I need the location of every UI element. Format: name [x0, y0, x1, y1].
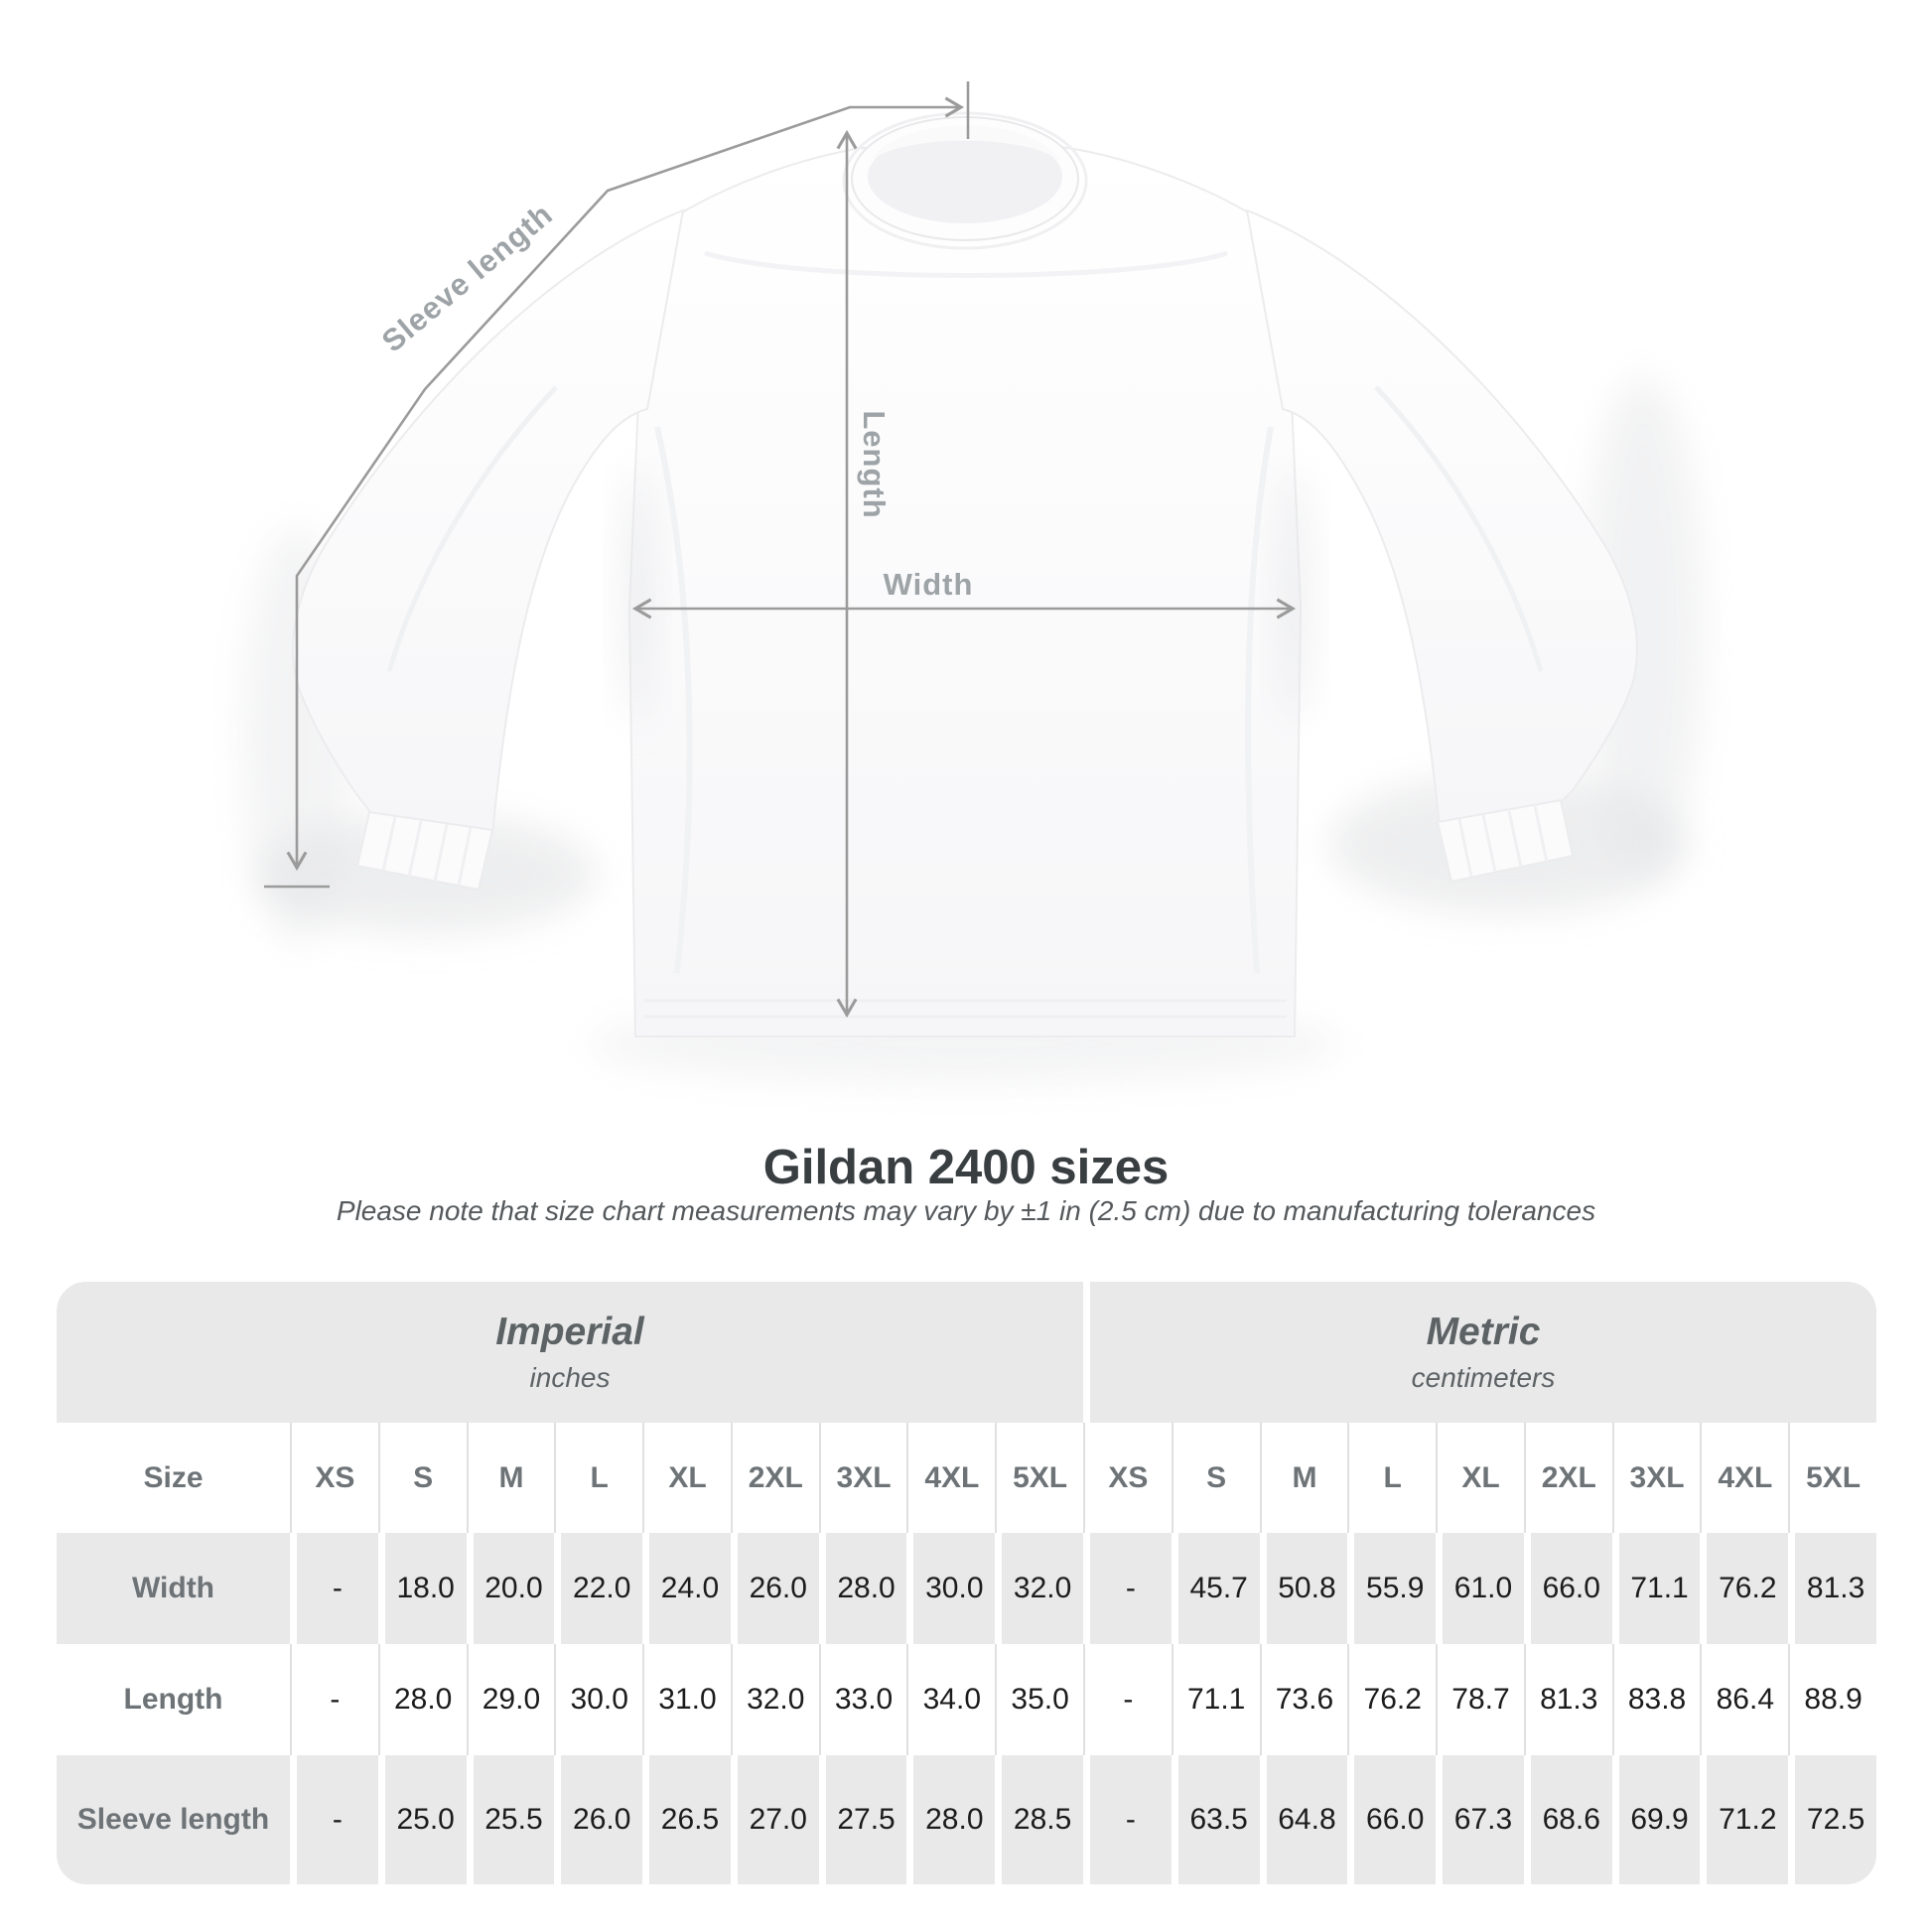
length-label: Length [857, 410, 892, 519]
size-column-header: 5XL [1788, 1423, 1876, 1533]
size-column-header: XS [1083, 1423, 1172, 1533]
measurement-value-cell: 33.0 [818, 1644, 907, 1755]
measurement-value-cell: 27.5 [818, 1755, 907, 1884]
measurement-value-cell: 68.6 [1523, 1755, 1612, 1884]
measurement-value-cell: 78.7 [1436, 1644, 1524, 1755]
measurement-value-cell: 71.1 [1611, 1533, 1701, 1644]
measurement-value-cell: 30.0 [906, 1533, 996, 1644]
measurement-value-cell: 20.0 [466, 1533, 555, 1644]
measurement-value-cell: 32.0 [995, 1533, 1083, 1644]
measurement-value-cell: - [290, 1755, 378, 1884]
measurement-value-cell: 28.5 [995, 1755, 1083, 1884]
size-table: Imperial inches Metric centimeters Size … [57, 1282, 1876, 1884]
measurement-value-cell: 30.0 [554, 1644, 642, 1755]
imperial-subtitle: inches [529, 1362, 611, 1393]
measurement-value-cell: 31.0 [642, 1644, 731, 1755]
measurement-value-cell: 76.2 [1347, 1644, 1436, 1755]
sleeve-length-arrow [286, 96, 965, 872]
metric-unit-band: Metric centimeters [1083, 1282, 1876, 1423]
measurement-value-cell: 73.6 [1259, 1644, 1348, 1755]
measurement-row-label: Length [123, 1683, 223, 1716]
measurement-value-cell: 26.0 [730, 1533, 819, 1644]
size-column-header: 4XL [1700, 1423, 1788, 1533]
measurement-value-cell: 88.9 [1788, 1644, 1876, 1755]
measurement-value-cell: 86.4 [1700, 1644, 1788, 1755]
measurement-value-cell: - [290, 1644, 378, 1755]
measurement-value-cell: 25.5 [466, 1755, 555, 1884]
size-column-header: 3XL [818, 1423, 907, 1533]
measurement-value-cell: 67.3 [1436, 1755, 1524, 1884]
size-column-header: 2XL [730, 1423, 819, 1533]
size-corner-header: Size [143, 1460, 204, 1494]
measurement-value-cell: 34.0 [906, 1644, 995, 1755]
measurement-value-cell: 81.3 [1523, 1644, 1612, 1755]
measurement-value-cell: 76.2 [1700, 1533, 1789, 1644]
measurement-arrows [264, 81, 1297, 1019]
measurement-value-cell: 55.9 [1347, 1533, 1437, 1644]
size-column-header: 2XL [1523, 1423, 1612, 1533]
measurement-value-cell: 81.3 [1788, 1533, 1876, 1644]
measurement-value-cell: - [1083, 1533, 1172, 1644]
width-label: Width [883, 567, 974, 602]
measurement-value-cell: 45.7 [1171, 1533, 1260, 1644]
shirt-right-cuff [1436, 798, 1575, 884]
imperial-unit-band: Imperial inches [57, 1282, 1083, 1423]
measurement-value-cell: 50.8 [1259, 1533, 1348, 1644]
measurement-value-cell: 35.0 [995, 1644, 1083, 1755]
shirt-right-sleeve [1245, 208, 1638, 828]
measurement-value-cell: 28.0 [818, 1533, 907, 1644]
size-column-header: XS [290, 1423, 378, 1533]
measurement-value-cell: 32.0 [730, 1644, 819, 1755]
measurement-value-cell: 72.5 [1788, 1755, 1876, 1884]
measurement-value-cell: 26.5 [642, 1755, 731, 1884]
measurement-value-cell: 22.0 [554, 1533, 643, 1644]
measurement-value-cell: - [290, 1533, 378, 1644]
size-column-header: M [466, 1423, 555, 1533]
measurement-value-cell: 28.0 [377, 1644, 467, 1755]
measurement-value-cell: 71.2 [1700, 1755, 1789, 1884]
measurement-value-cell: 71.1 [1171, 1644, 1260, 1755]
measurement-value-cell: 83.8 [1611, 1644, 1701, 1755]
page-title: Gildan 2400 sizes [762, 1141, 1170, 1194]
measurement-value-cell: 66.0 [1347, 1755, 1437, 1884]
measurement-value-cell: 63.5 [1171, 1755, 1260, 1884]
measurement-value-cell: 26.0 [554, 1755, 643, 1884]
measurement-value-cell: 69.9 [1611, 1755, 1701, 1884]
measurement-row-label: Width [57, 1533, 290, 1644]
measurement-value-cell: 64.8 [1259, 1755, 1348, 1884]
measurement-value-cell: 28.0 [906, 1755, 996, 1884]
measurement-value-cell: 27.0 [730, 1755, 819, 1884]
long-sleeve-shirt-illustration [243, 81, 1703, 1082]
measurement-row-label: Sleeve length [57, 1755, 290, 1884]
measurement-value-cell: - [1083, 1644, 1172, 1755]
size-column-header: 5XL [995, 1423, 1083, 1533]
size-column-header: XL [1436, 1423, 1524, 1533]
measurement-value-cell: 29.0 [466, 1644, 555, 1755]
measurement-value-cell: 24.0 [642, 1533, 731, 1644]
shirt-collar [842, 111, 1088, 250]
size-column-header: S [377, 1423, 467, 1533]
metric-title: Metric [1426, 1311, 1541, 1353]
size-column-header: 3XL [1611, 1423, 1701, 1533]
shirt-size-diagram: Sleeve length Length Width [243, 81, 1703, 1082]
size-column-header: 4XL [906, 1423, 995, 1533]
size-column-header: XL [642, 1423, 731, 1533]
size-column-header: L [554, 1423, 642, 1533]
measurement-value-cell: 25.0 [377, 1755, 467, 1884]
size-column-header: L [1347, 1423, 1436, 1533]
measurement-value-cell: 61.0 [1436, 1533, 1524, 1644]
measurement-value-cell: - [1083, 1755, 1172, 1884]
metric-subtitle: centimeters [1411, 1362, 1556, 1393]
size-column-header: M [1259, 1423, 1348, 1533]
size-column-header: S [1171, 1423, 1260, 1533]
imperial-title: Imperial [495, 1311, 644, 1353]
measurement-value-cell: 18.0 [377, 1533, 467, 1644]
tolerance-note: Please note that size chart measurements… [336, 1195, 1596, 1226]
measurement-value-cell: 66.0 [1523, 1533, 1612, 1644]
